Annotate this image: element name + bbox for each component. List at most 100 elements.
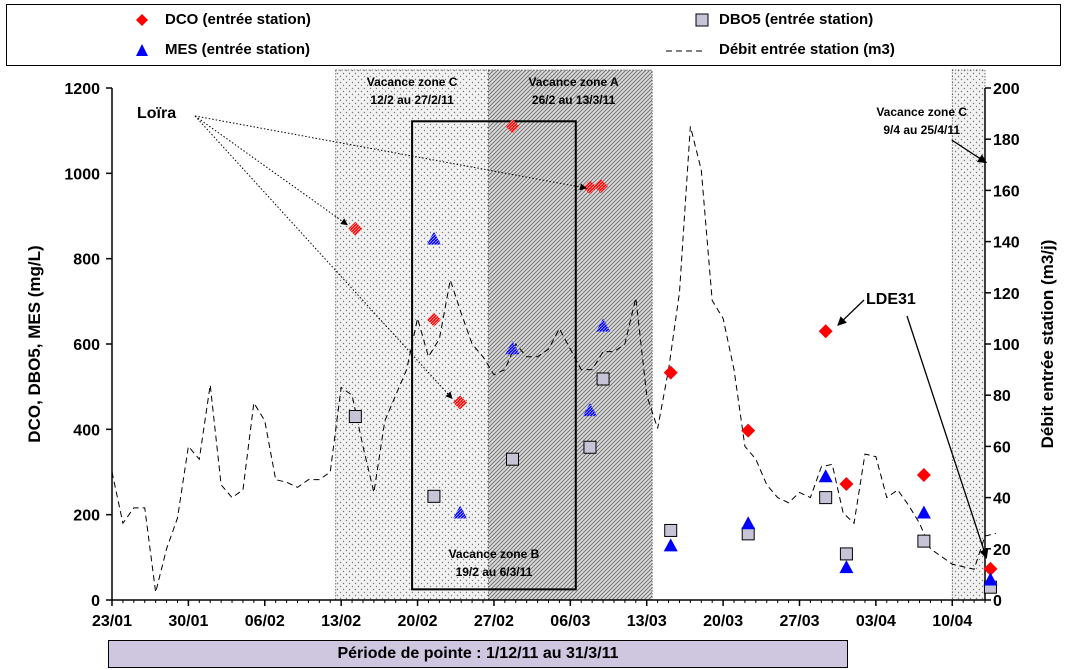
dbo5-point	[664, 523, 678, 537]
y-right-tick-label: 160	[993, 183, 1020, 200]
dco-point	[916, 467, 931, 482]
zone-dates-0: 12/2 au 27/2/11	[370, 93, 454, 107]
legend-mes-label: MES (entrée station)	[165, 41, 311, 58]
mes-point	[453, 505, 468, 519]
y-right-tick-label: 200	[993, 81, 1020, 98]
dco-point	[426, 312, 441, 327]
period-label: Période de pointe : 1/12/11 au 31/3/11	[337, 645, 619, 662]
period-banner: Période de pointe : 1/12/11 au 31/3/11	[108, 640, 848, 668]
dbo5-point	[505, 452, 519, 466]
dco-point	[453, 395, 468, 410]
annotation-loira-label: Loïra	[137, 105, 176, 122]
annotation-loira-arrow	[194, 115, 348, 226]
dbo5-point	[596, 372, 610, 386]
zone-dates-1: 26/2 au 13/3/11	[532, 93, 616, 107]
x-tick-label: 20/02	[398, 613, 438, 630]
debit-line	[111, 126, 997, 593]
axes: 0 200 400 600 800 1000 1200 0 20 40 60 80 100 120 140 1…	[25, 81, 1057, 630]
dbo5-point	[741, 527, 755, 541]
annotation-lde31-arrow	[837, 299, 865, 326]
y-axis-left-label: DCO, DBO5, MES (mg/L)	[25, 245, 44, 442]
annotation-lde31-label: LDE31	[866, 291, 916, 308]
x-tick-label: 27/03	[779, 613, 819, 630]
y-right-tick-label: 120	[993, 286, 1020, 303]
data-points	[348, 119, 998, 594]
y-right-tick-label: 60	[993, 439, 1011, 456]
zone-label-0: Vacance zone C	[367, 75, 458, 89]
dco-point	[983, 561, 998, 576]
dco-point	[593, 179, 608, 194]
mes-point	[596, 318, 611, 332]
x-tick-label: 06/03	[550, 613, 590, 630]
annotation-loira-arrow	[194, 115, 453, 399]
x-tick-label: 30/01	[168, 613, 208, 630]
annotation-lde31-arrow	[906, 315, 989, 559]
legend-dco-label: DCO (entrée station)	[165, 11, 311, 28]
zone-0	[335, 69, 500, 601]
zone-dates-2: 9/4 au 25/4/11	[883, 123, 960, 137]
y-left-tick-label: 800	[73, 252, 100, 269]
legend-debit-line	[666, 50, 703, 52]
mes-point	[916, 505, 931, 519]
dbo5-point	[839, 547, 853, 561]
y-axis-right-label: Débit entrée station (m3/j)	[1038, 240, 1057, 449]
mes-point	[582, 403, 597, 417]
mes-point	[426, 231, 441, 245]
zone-1	[488, 69, 653, 601]
zone-b-box	[411, 120, 577, 591]
y-right-tick-label: 40	[993, 491, 1011, 508]
legend-mes-marker	[136, 44, 148, 56]
zone-label-1: Vacance zone A	[528, 75, 619, 89]
legend-debit-label: Débit entrée station (m3)	[719, 41, 895, 58]
x-tick-label: 06/02	[245, 613, 285, 630]
mes-point	[818, 469, 833, 483]
dco-point	[663, 365, 678, 380]
x-tick-label: 23/01	[92, 613, 132, 630]
zone-2	[951, 69, 986, 601]
dco-point	[741, 423, 756, 438]
x-tick-label: 20/03	[703, 613, 743, 630]
y-right-tick-label: 100	[993, 337, 1020, 354]
dbo5-point	[819, 491, 833, 505]
legend-dco-marker	[136, 14, 148, 26]
dco-point	[505, 119, 520, 134]
zone-b-dates: 19/2 au 6/3/11	[456, 565, 533, 579]
vacancy-zones: Vacance zone C 12/2 au 27/2/11 Vacance zon…	[335, 69, 986, 601]
y-left-tick-label: 1000	[64, 166, 100, 183]
x-tick-label: 03/04	[856, 613, 896, 630]
zone-label-2: Vacance zone C	[876, 105, 967, 119]
legend: DCO (entrée station) MES (entrée station…	[6, 4, 1061, 66]
dco-point	[839, 476, 854, 491]
y-right-tick-label: 20	[993, 542, 1011, 559]
mes-point	[505, 341, 520, 355]
y-left-tick-label: 1200	[64, 81, 100, 98]
dco-point	[348, 221, 363, 236]
x-tick-label: 27/02	[474, 613, 514, 630]
mes-point	[983, 572, 998, 586]
y-right-tick-label: 0	[993, 593, 1002, 610]
y-right-tick-label: 180	[993, 132, 1020, 149]
mes-point	[663, 538, 678, 552]
dco-point	[818, 324, 833, 339]
y-left-tick-label: 200	[73, 508, 100, 525]
debit-series	[111, 126, 997, 593]
y-left-tick-label: 400	[73, 422, 100, 439]
dbo5-point	[427, 489, 441, 503]
legend-dbo5-label: DBO5 (entrée station)	[719, 11, 874, 28]
dbo5-point	[348, 410, 362, 424]
annotations: Loïra LDE31	[137, 105, 989, 559]
dbo5-point	[917, 534, 931, 548]
y-left-tick-label: 600	[73, 337, 100, 354]
x-tick-label: 10/04	[932, 613, 972, 630]
zone-b-label: Vacance zone B	[449, 547, 540, 561]
x-tick-label: 13/02	[321, 613, 361, 630]
mes-point	[741, 516, 756, 530]
y-left-tick-label: 0	[91, 593, 100, 610]
dbo5-point	[583, 440, 597, 454]
x-tick-label: 13/03	[627, 613, 667, 630]
annotation-zone-c-arrow	[951, 139, 988, 164]
y-right-tick-label: 140	[993, 235, 1020, 252]
legend-dbo5-marker	[695, 13, 709, 27]
y-right-tick-label: 80	[993, 388, 1011, 405]
